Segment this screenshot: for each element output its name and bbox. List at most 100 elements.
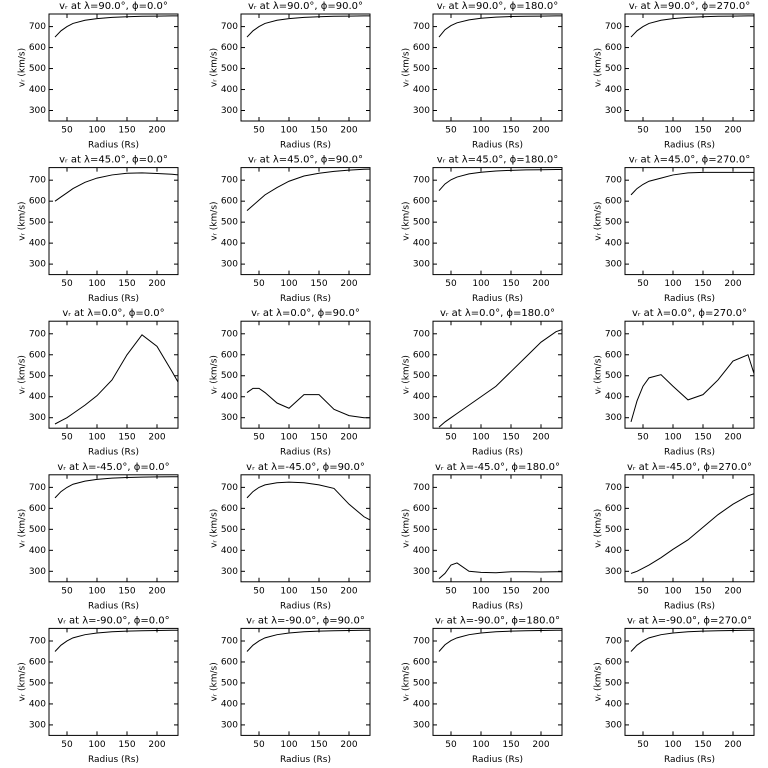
x-tick-label: 200: [724, 740, 741, 750]
y-axis-label: vᵣ (km/s): [594, 201, 604, 240]
x-tick-label: 50: [61, 433, 73, 443]
x-tick-label: 100: [472, 586, 489, 596]
x-tick-label: 50: [61, 586, 73, 596]
plot-area: [246, 387, 370, 419]
plot-area: [438, 629, 562, 652]
y-tick-label: 500: [29, 525, 46, 535]
panel: vᵣ at λ=-45.0°, ϕ=90.0° Radius (Rs) vᵣ (km…: [210, 462, 371, 611]
y-tick-label: 700: [221, 22, 238, 32]
plot-area: [630, 629, 754, 652]
y-axis-label: vᵣ (km/s): [18, 48, 28, 87]
y-tick-label: 500: [605, 678, 622, 688]
plot-area: [54, 172, 178, 202]
x-tick-label: 50: [637, 279, 649, 289]
y-axis-label: vᵣ (km/s): [210, 201, 220, 240]
plot-frame: [48, 627, 179, 736]
plot-frame: [624, 474, 755, 583]
x-tick-label: 50: [637, 433, 649, 443]
y-tick-label: 300: [413, 106, 430, 116]
plot-frame: [240, 474, 371, 583]
x-tick-label: 150: [694, 433, 711, 443]
chart-title: vᵣ at λ=-90.0°, ϕ=90.0°: [246, 615, 365, 626]
data-line: [630, 493, 754, 574]
data-line: [438, 629, 562, 652]
chart-title: vᵣ at λ=45.0°, ϕ=0.0°: [59, 155, 168, 166]
plot-frame: [240, 167, 371, 276]
panel: vᵣ at λ=0.0°, ϕ=270.0° Radius (Rs) vᵣ (km/…: [594, 308, 755, 458]
y-axis-label: vᵣ (km/s): [402, 509, 412, 548]
y-tick-label: 600: [221, 657, 238, 667]
plot-area: [630, 493, 754, 574]
x-axis-label: Radius (Rs): [664, 755, 715, 765]
y-tick-label: 600: [221, 350, 238, 360]
x-tick-label: 100: [664, 279, 681, 289]
x-tick-label: 100: [88, 279, 105, 289]
y-axis-label: vᵣ (km/s): [18, 509, 28, 548]
x-tick-label: 50: [637, 740, 649, 750]
y-tick-label: 300: [29, 720, 46, 730]
x-axis-label: Radius (Rs): [280, 448, 331, 458]
x-tick-label: 100: [472, 433, 489, 443]
chart-title: vᵣ at λ=45.0°, ϕ=270.0°: [629, 155, 750, 166]
data-line: [246, 387, 370, 419]
x-tick-label: 50: [253, 433, 265, 443]
data-line: [246, 15, 370, 38]
x-axis-label: Radius (Rs): [88, 601, 139, 611]
data-line: [438, 562, 562, 580]
y-axis-label: vᵣ (km/s): [210, 662, 220, 701]
x-tick-label: 150: [310, 279, 327, 289]
panel: vᵣ at λ=45.0°, ϕ=270.0° Radius (Rs) vᵣ (km…: [594, 155, 755, 304]
data-line: [438, 15, 562, 38]
x-axis-label: Radius (Rs): [280, 601, 331, 611]
x-tick-label: 150: [694, 586, 711, 596]
y-tick-label: 600: [413, 657, 430, 667]
panel: vᵣ at λ=-90.0°, ϕ=180.0° Radius (Rs) vᵣ (k…: [402, 615, 563, 765]
x-tick-label: 150: [118, 586, 135, 596]
x-tick-label: 150: [118, 740, 135, 750]
y-tick-label: 400: [605, 392, 622, 402]
x-tick-label: 100: [88, 740, 105, 750]
x-tick-label: 200: [532, 433, 549, 443]
y-tick-label: 600: [413, 350, 430, 360]
y-tick-label: 500: [413, 218, 430, 228]
x-tick-label: 100: [472, 279, 489, 289]
chart-title: vᵣ at λ=0.0°, ϕ=0.0°: [62, 308, 164, 319]
x-tick-label: 200: [532, 279, 549, 289]
panel: vᵣ at λ=90.0°, ϕ=270.0° Radius (Rs) vᵣ (km…: [594, 1, 755, 151]
x-tick-label: 150: [502, 126, 519, 136]
y-tick-label: 300: [605, 413, 622, 423]
x-tick-label: 200: [148, 586, 165, 596]
y-tick-label: 700: [413, 483, 430, 493]
plot-frame: [624, 167, 755, 276]
x-tick-label: 150: [694, 126, 711, 136]
chart-title: vᵣ at λ=-90.0°, ϕ=270.0°: [627, 615, 752, 626]
y-tick-label: 700: [29, 22, 46, 32]
y-axis-label: vᵣ (km/s): [210, 355, 220, 394]
panel: vᵣ at λ=45.0°, ϕ=90.0° Radius (Rs) vᵣ (km/…: [210, 155, 371, 304]
x-tick-label: 200: [532, 586, 549, 596]
x-tick-label: 200: [148, 126, 165, 136]
x-tick-label: 100: [88, 126, 105, 136]
plot-area: [54, 334, 178, 425]
x-tick-label: 150: [502, 433, 519, 443]
y-tick-label: 300: [221, 720, 238, 730]
y-tick-label: 500: [605, 64, 622, 74]
chart-title: vᵣ at λ=-90.0°, ϕ=0.0°: [57, 615, 169, 626]
y-tick-label: 400: [413, 85, 430, 95]
y-tick-label: 300: [605, 720, 622, 730]
plot-area: [54, 476, 178, 499]
y-tick-label: 400: [221, 699, 238, 709]
y-tick-label: 500: [413, 525, 430, 535]
y-tick-label: 700: [605, 176, 622, 186]
plot-frame: [48, 320, 179, 429]
x-tick-label: 200: [340, 126, 357, 136]
y-axis-label: vᵣ (km/s): [210, 509, 220, 548]
plot-frame: [624, 13, 755, 122]
y-tick-label: 600: [221, 43, 238, 53]
y-tick-label: 700: [413, 22, 430, 32]
plot-frame: [624, 627, 755, 736]
y-tick-label: 300: [29, 260, 46, 270]
y-tick-label: 400: [29, 699, 46, 709]
y-tick-label: 400: [413, 546, 430, 556]
chart-title: vᵣ at λ=90.0°, ϕ=180.0°: [437, 1, 558, 12]
